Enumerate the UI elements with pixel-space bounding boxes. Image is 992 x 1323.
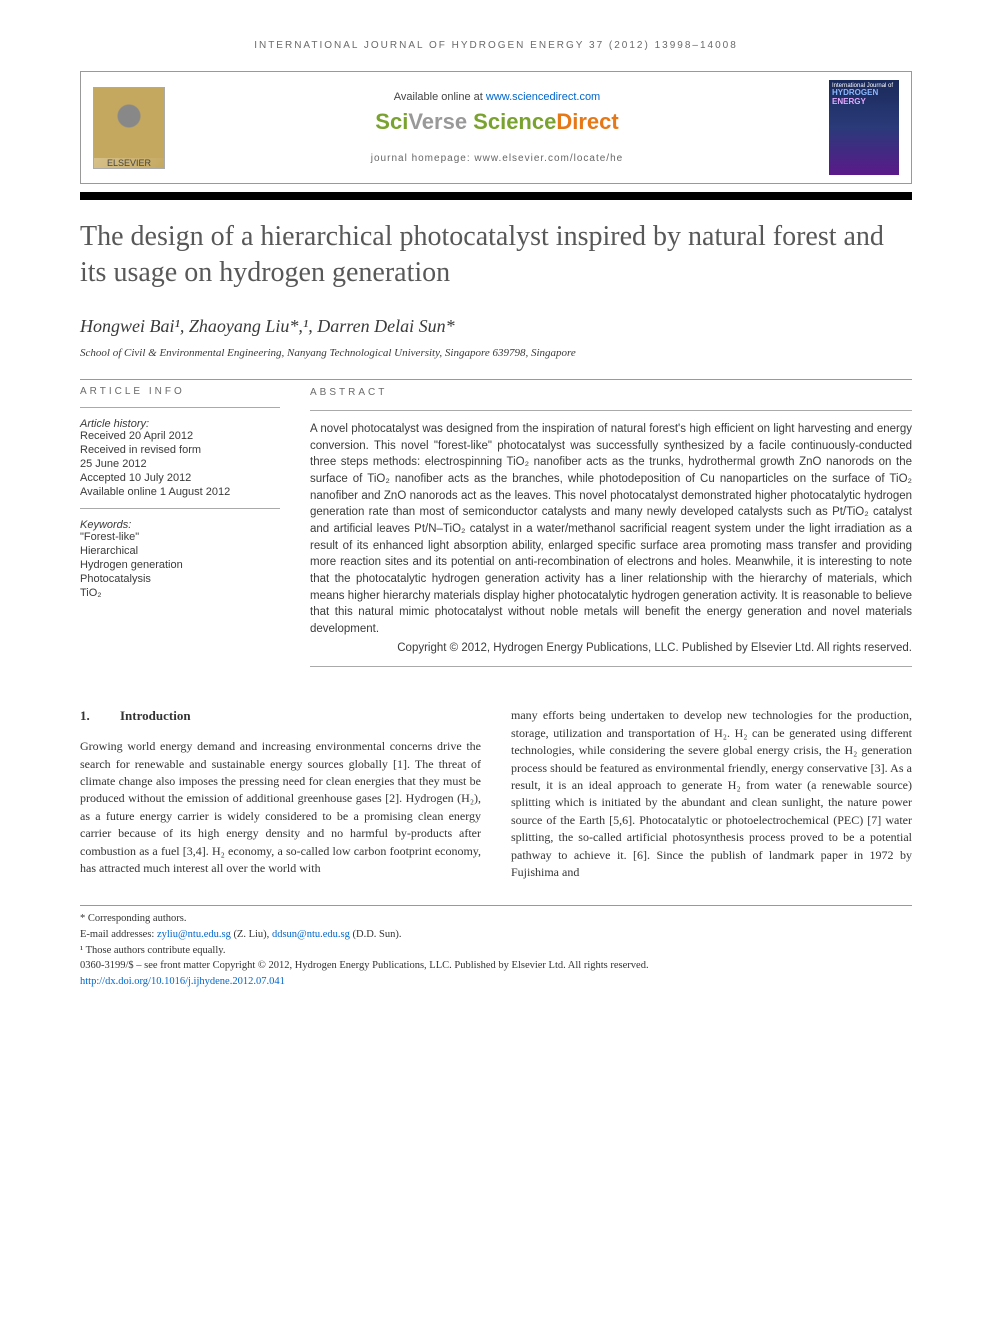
elsevier-label: ELSEVIER [107, 158, 151, 168]
history-line: Received 20 April 2012 [80, 430, 280, 442]
sciverse-logo: SciVerse ScienceDirect [175, 109, 819, 135]
affiliation: School of Civil & Environmental Engineer… [80, 347, 912, 359]
history-line: Received in revised form [80, 444, 280, 456]
keyword: "Forest-like" [80, 531, 280, 543]
issn-line: 0360-3199/$ – see front matter Copyright… [80, 959, 912, 974]
sciverse-sci: Sci [375, 109, 408, 134]
footnotes: * Corresponding authors. E-mail addresse… [80, 905, 912, 989]
keywords-label: Keywords: [80, 519, 280, 531]
abstract-block: ABSTRACT A novel photocatalyst was desig… [310, 386, 912, 678]
history-line: 25 June 2012 [80, 458, 280, 470]
section-title: Introduction [120, 708, 191, 723]
elsevier-logo: ELSEVIER [93, 87, 165, 169]
sciverse-science: Science [473, 109, 556, 134]
sciencedirect-link[interactable]: www.sciencedirect.com [486, 91, 600, 103]
equal-contrib-note: ¹ Those authors contribute equally. [80, 944, 912, 959]
available-text: Available online at [394, 91, 486, 103]
info-abstract-row: ARTICLE INFO Article history: Received 2… [80, 386, 912, 678]
journal-homepage: journal homepage: www.elsevier.com/locat… [175, 153, 819, 164]
section-number: 1. [80, 707, 120, 726]
keyword: TiO₂ [80, 587, 280, 599]
history-line: Accepted 10 July 2012 [80, 472, 280, 484]
email-label: E-mail addresses: [80, 929, 157, 940]
email-link-2[interactable]: ddsun@ntu.edu.sg [272, 929, 350, 940]
history-label: Article history: [80, 418, 280, 430]
email-person-2: (D.D. Sun). [350, 929, 402, 940]
black-divider-bar [80, 192, 912, 200]
abstract-rule [310, 410, 912, 411]
corresponding-note: * Corresponding authors. [80, 912, 912, 927]
keyword: Photocatalysis [80, 573, 280, 585]
running-head: INTERNATIONAL JOURNAL OF HYDROGEN ENERGY… [80, 40, 912, 51]
abstract-copyright: Copyright © 2012, Hydrogen Energy Public… [310, 640, 912, 657]
keyword: Hierarchical [80, 545, 280, 557]
email-person-1: (Z. Liu), [231, 929, 272, 940]
doi-link[interactable]: http://dx.doi.org/10.1016/j.ijhydene.201… [80, 976, 285, 987]
article-title: The design of a hierarchical photocataly… [80, 219, 912, 292]
abstract-heading: ABSTRACT [310, 386, 912, 401]
email-link-1[interactable]: zyliu@ntu.edu.sg [157, 929, 231, 940]
rule-top [80, 379, 912, 380]
cover-hydrogen: HYDROGEN [832, 88, 878, 97]
article-info-block: ARTICLE INFO Article history: Received 2… [80, 386, 280, 678]
article-info-heading: ARTICLE INFO [80, 386, 280, 397]
info-rule-2 [80, 508, 280, 509]
body-columns: 1.Introduction Growing world energy dema… [80, 707, 912, 881]
doi-line: http://dx.doi.org/10.1016/j.ijhydene.201… [80, 975, 912, 990]
page-container: INTERNATIONAL JOURNAL OF HYDROGEN ENERGY… [0, 0, 992, 1021]
cover-title: HYDROGEN ENERGY [832, 89, 896, 107]
keyword: Hydrogen generation [80, 559, 280, 571]
header-banner: ELSEVIER Available online at www.science… [80, 71, 912, 184]
info-rule-1 [80, 407, 280, 408]
column-left: 1.Introduction Growing world energy dema… [80, 707, 481, 881]
column-right: many efforts being undertaken to develop… [511, 707, 912, 881]
abstract-rule-bottom [310, 666, 912, 667]
body-text-right: many efforts being undertaken to develop… [511, 707, 912, 881]
section-heading-intro: 1.Introduction [80, 707, 481, 726]
body-text-left: Growing world energy demand and increasi… [80, 738, 481, 877]
elsevier-tree-icon [94, 88, 164, 158]
cover-energy: ENERGY [832, 97, 866, 106]
author-list: Hongwei Bai¹, Zhaoyang Liu*,¹, Darren De… [80, 316, 912, 337]
sciverse-verse: Verse [408, 109, 473, 134]
journal-cover-thumb: International Journal of HYDROGEN ENERGY [829, 80, 899, 175]
available-online: Available online at www.sciencedirect.co… [175, 91, 819, 103]
banner-center: Available online at www.sciencedirect.co… [165, 91, 829, 164]
history-line: Available online 1 August 2012 [80, 486, 280, 498]
email-line: E-mail addresses: zyliu@ntu.edu.sg (Z. L… [80, 928, 912, 943]
abstract-text: A novel photocatalyst was designed from … [310, 421, 912, 638]
sciverse-direct: Direct [556, 109, 618, 134]
